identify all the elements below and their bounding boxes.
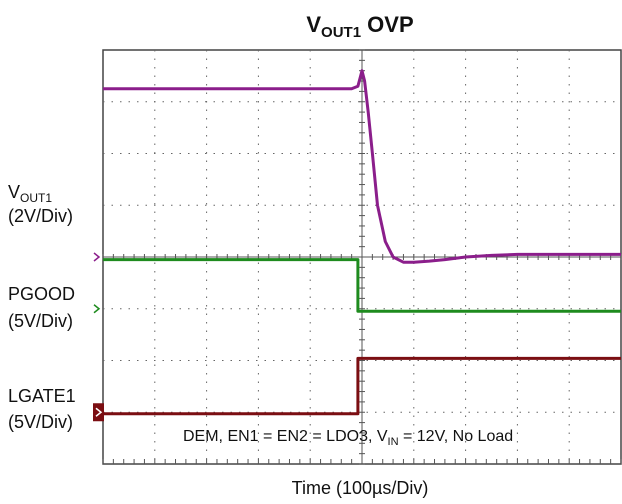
channel-scale-vout1: (2V/Div) (8, 206, 73, 226)
channel-label-pgood: PGOOD (8, 284, 75, 304)
channel-label-lgate1: LGATE1 (8, 386, 76, 406)
trace-lgate1 (103, 356, 621, 416)
channel-scale-pgood: (5V/Div) (8, 311, 73, 331)
channel-label-vout1: VOUT1 (8, 182, 52, 205)
chart-title: VOUT1 OVP (306, 12, 413, 41)
traces (103, 69, 621, 416)
channel-markers (93, 252, 104, 422)
trace-vout1 (103, 69, 621, 264)
channel-marker-lgate1 (93, 403, 104, 422)
trace-pgood (103, 258, 621, 313)
grid (102, 49, 622, 465)
x-axis-label: Time (100µs/Div) (292, 478, 429, 498)
test-condition-note: DEM, EN1 = EN2 = LDO3, VIN = 12V, No Loa… (183, 428, 513, 448)
chevron-right-icon (95, 407, 103, 417)
channel-marker-vout1 (93, 252, 101, 262)
channel-marker-pgood (93, 304, 101, 314)
channel-scale-lgate1: (5V/Div) (8, 412, 73, 432)
